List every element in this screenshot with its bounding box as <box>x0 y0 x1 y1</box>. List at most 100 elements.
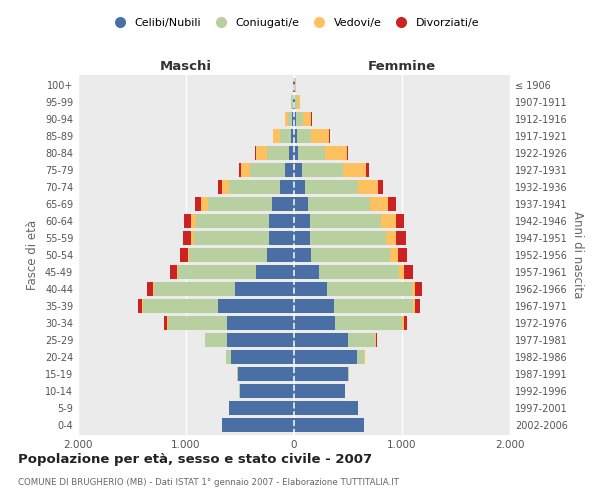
Bar <box>189 248 267 262</box>
Bar <box>240 384 294 398</box>
Bar <box>289 146 294 160</box>
Bar <box>267 146 289 160</box>
Bar <box>294 350 356 364</box>
Bar <box>415 299 421 312</box>
Bar <box>295 96 297 109</box>
Bar <box>170 265 178 279</box>
Bar <box>293 96 294 109</box>
Text: COMUNE DI BRUGHERIO (MB) - Dati ISTAT 1° gennaio 2007 - Elaborazione TUTTITALIA.: COMUNE DI BRUGHERIO (MB) - Dati ISTAT 1°… <box>18 478 399 487</box>
Bar <box>348 367 349 380</box>
Bar <box>267 248 294 262</box>
Bar <box>269 214 294 228</box>
Bar <box>226 350 232 364</box>
Bar <box>310 231 386 245</box>
Bar <box>218 299 294 312</box>
Y-axis label: Anni di nascita: Anni di nascita <box>571 212 584 298</box>
Bar <box>183 231 191 245</box>
Bar <box>241 164 250 177</box>
Bar <box>191 231 194 245</box>
Bar <box>294 248 311 262</box>
Bar <box>294 231 310 245</box>
Bar <box>367 164 368 177</box>
Bar <box>237 367 238 380</box>
Bar <box>395 214 404 228</box>
Bar <box>294 418 364 432</box>
Bar <box>404 265 413 279</box>
Bar <box>347 146 348 160</box>
Bar <box>255 146 256 160</box>
Bar <box>286 112 287 126</box>
Bar <box>256 146 267 160</box>
Bar <box>402 316 404 330</box>
Bar <box>294 333 348 346</box>
Bar <box>180 248 188 262</box>
Bar <box>302 112 311 126</box>
Bar <box>294 112 296 126</box>
Text: Femmine: Femmine <box>368 60 436 74</box>
Bar <box>229 180 280 194</box>
Bar <box>196 214 269 228</box>
Bar <box>221 418 294 432</box>
Bar <box>143 299 218 312</box>
Bar <box>201 198 208 211</box>
Bar <box>325 146 347 160</box>
Bar <box>184 214 191 228</box>
Bar <box>256 265 294 279</box>
Bar <box>382 214 395 228</box>
Bar <box>269 231 294 245</box>
Bar <box>370 198 388 211</box>
Bar <box>388 198 395 211</box>
Bar <box>294 299 334 312</box>
Bar <box>164 316 167 330</box>
Bar <box>390 248 398 262</box>
Bar <box>399 265 404 279</box>
Bar <box>292 112 294 126</box>
Bar <box>308 198 370 211</box>
Legend: Celibi/Nubili, Coniugati/e, Vedovi/e, Divorziati/e: Celibi/Nubili, Coniugati/e, Vedovi/e, Di… <box>106 16 482 30</box>
Bar <box>194 198 201 211</box>
Y-axis label: Fasce di età: Fasce di età <box>26 220 39 290</box>
Bar <box>396 231 406 245</box>
Bar <box>147 282 153 296</box>
Bar <box>311 130 329 143</box>
Bar <box>319 265 399 279</box>
Bar <box>356 350 364 364</box>
Bar <box>292 96 293 109</box>
Text: Maschi: Maschi <box>160 60 212 74</box>
Bar <box>297 96 301 109</box>
Bar <box>154 282 235 296</box>
Bar <box>413 299 415 312</box>
Bar <box>376 333 377 346</box>
Bar <box>335 316 402 330</box>
Bar <box>191 214 196 228</box>
Bar <box>334 299 413 312</box>
Bar <box>167 316 227 330</box>
Bar <box>310 214 382 228</box>
Bar <box>415 282 422 296</box>
Bar <box>287 112 292 126</box>
Bar <box>227 333 294 346</box>
Bar <box>178 265 256 279</box>
Bar <box>286 164 294 177</box>
Bar <box>296 130 311 143</box>
Bar <box>138 299 142 312</box>
Bar <box>238 367 294 380</box>
Bar <box>280 180 294 194</box>
Bar <box>296 112 302 126</box>
Bar <box>250 164 286 177</box>
Bar <box>328 282 412 296</box>
Bar <box>294 282 328 296</box>
Bar <box>274 130 280 143</box>
Bar <box>194 231 269 245</box>
Bar <box>358 180 378 194</box>
Bar <box>404 316 407 330</box>
Bar <box>386 231 396 245</box>
Bar <box>302 164 343 177</box>
Bar <box>294 164 302 177</box>
Bar <box>229 401 294 414</box>
Bar <box>294 96 295 109</box>
Bar <box>343 164 367 177</box>
Bar <box>227 316 294 330</box>
Bar <box>412 282 415 296</box>
Bar <box>294 180 305 194</box>
